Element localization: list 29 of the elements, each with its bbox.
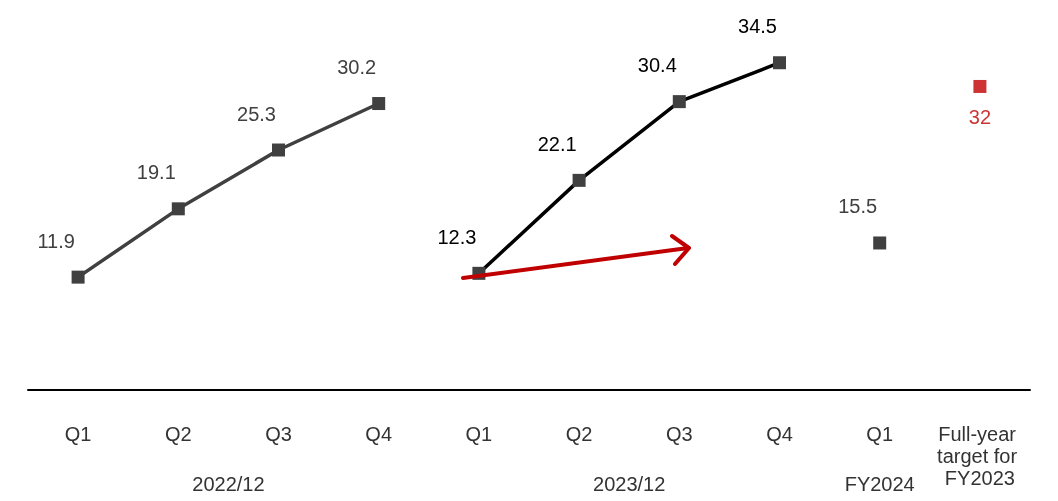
data-label: 25.3 xyxy=(237,102,276,125)
x-tick-label: Q3 xyxy=(265,423,292,445)
x-tick-label: Q2 xyxy=(565,423,593,445)
x-tick-label: Q4 xyxy=(365,423,393,445)
point xyxy=(372,97,386,111)
data-label: 12.3 xyxy=(437,225,477,248)
x-tick-label: Q1 xyxy=(465,423,493,445)
data-label: 30.4 xyxy=(637,54,677,77)
data-label: 19.1 xyxy=(136,161,176,184)
data-label: 30.2 xyxy=(337,56,377,79)
point xyxy=(272,143,285,157)
x-tick-label: Q1 xyxy=(866,423,894,445)
point xyxy=(71,270,85,284)
text: 2022/12 xyxy=(192,473,265,495)
point xyxy=(873,236,887,250)
x-tick-label: Q4 xyxy=(766,423,793,445)
text: 2023/12 xyxy=(593,473,666,495)
text: FY2024 xyxy=(844,473,915,495)
x-tick-label: Q3 xyxy=(665,423,693,445)
data-label: 11.9 xyxy=(37,229,75,252)
data-label: 15.5 xyxy=(838,195,878,218)
data-label: 32 xyxy=(968,105,992,128)
data-label: 22.1 xyxy=(537,132,577,155)
point xyxy=(973,79,987,93)
x-tick-label: Q2 xyxy=(164,423,192,445)
point xyxy=(171,202,185,216)
data-label: 34.5 xyxy=(738,15,777,38)
x-tick-label: Full-year target for FY2023 xyxy=(937,423,1023,489)
x-tick-label: Q1 xyxy=(64,423,92,445)
